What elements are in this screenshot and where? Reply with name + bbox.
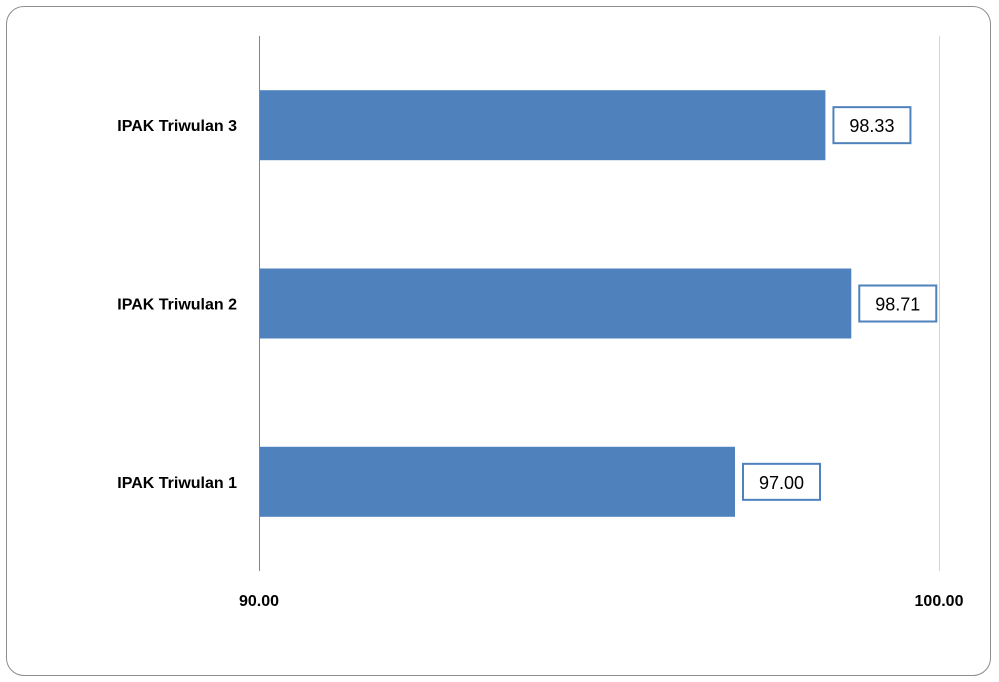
- x-tick-label: 90.00: [239, 593, 279, 610]
- bar: [259, 446, 735, 517]
- category-label: IPAK Triwulan 2: [117, 297, 237, 314]
- x-tick-label: 100.00: [915, 593, 964, 610]
- data-label-box: [858, 284, 938, 323]
- bar: [259, 90, 826, 161]
- data-label-box: [742, 462, 821, 501]
- data-label: 97.00: [759, 473, 804, 493]
- category-label: IPAK Triwulan 1: [117, 475, 237, 492]
- data-label: 98.71: [875, 295, 920, 315]
- bar: [259, 268, 852, 339]
- bars-layer: [259, 90, 852, 517]
- category-label: IPAK Triwulan 3: [117, 118, 237, 135]
- data-label-box: [832, 106, 912, 145]
- labels-layer: IPAK Triwulan 1 IPAK Triwulan 2 IPAK Triwu…: [117, 106, 964, 610]
- axis-layer: [259, 36, 940, 571]
- data-label: 98.33: [849, 116, 894, 136]
